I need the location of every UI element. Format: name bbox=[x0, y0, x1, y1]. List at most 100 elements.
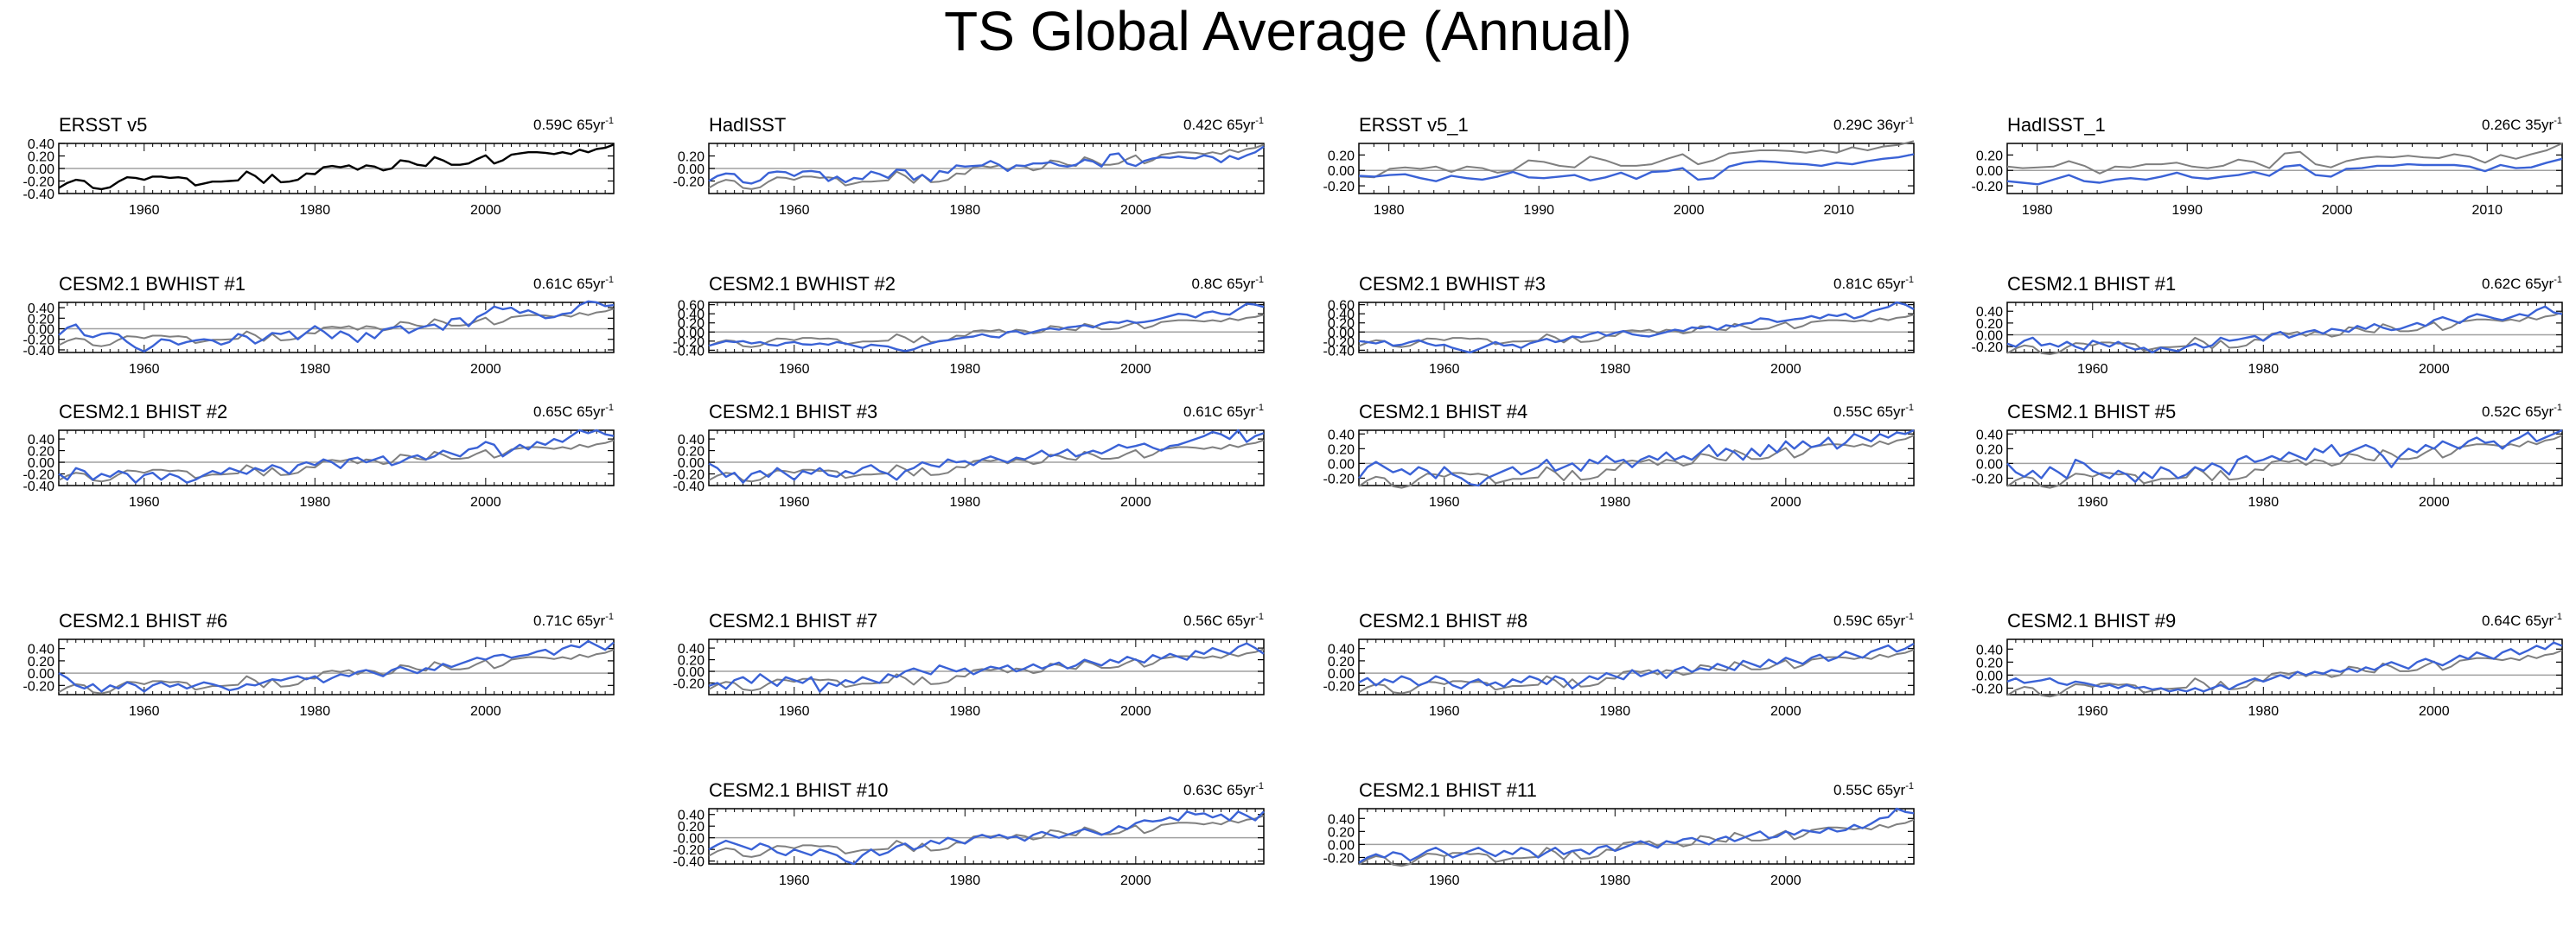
y-tick-label: 0.20 bbox=[678, 654, 705, 669]
x-tick-label: 1980 bbox=[2248, 704, 2280, 719]
series-line-ersst-v5 bbox=[708, 648, 1265, 692]
y-tick-label: -0.20 bbox=[1323, 180, 1355, 194]
y-tick-label: 0.20 bbox=[28, 312, 54, 327]
plot-frame bbox=[58, 302, 615, 353]
y-tick-label: 0.40 bbox=[678, 809, 705, 823]
panel-16: CESM2.1 BHIST #9 0.64C 65yr-1 -0.200.000.2… bbox=[1972, 610, 2563, 719]
x-tick-label: 1980 bbox=[1600, 704, 1631, 719]
y-tick-label: -0.20 bbox=[1323, 679, 1355, 694]
x-tick-label: 1960 bbox=[129, 362, 160, 377]
x-tick-label: 2000 bbox=[470, 704, 501, 719]
panel-title: CESM2.1 BHIST #1 bbox=[2007, 273, 2176, 295]
y-tick-label: -0.40 bbox=[673, 480, 705, 494]
x-tick-label: 2000 bbox=[1770, 873, 1801, 888]
y-tick-label: 0.40 bbox=[1328, 812, 1355, 827]
y-tick-label: 0.00 bbox=[678, 832, 705, 847]
panel-trend-stat: 0.42C 65yr-1 bbox=[1183, 116, 1264, 133]
y-tick-label: 0.40 bbox=[1328, 308, 1355, 322]
y-tick-label: 0.20 bbox=[1976, 656, 2003, 670]
panel-18: CESM2.1 BHIST #11 0.55C 65yr-1-0.200.000.… bbox=[1323, 779, 1915, 888]
series-line-bhist-1 bbox=[2006, 305, 2563, 354]
series-line-bhist-4 bbox=[1358, 429, 1915, 487]
panel-6: CESM2.1 BWHIST #2 0.8C 65yr-1-0.40-0.200.… bbox=[673, 273, 1265, 377]
panel-title: ERSST v5 bbox=[59, 114, 147, 136]
x-tick-label: 1980 bbox=[950, 495, 981, 510]
x-tick-label: 2000 bbox=[1120, 704, 1151, 719]
y-tick-label: 0.00 bbox=[1328, 667, 1355, 682]
y-tick-label: 0.00 bbox=[28, 162, 54, 177]
panel-title: HadISST_1 bbox=[2007, 114, 2106, 136]
x-tick-label: 1980 bbox=[1600, 873, 1631, 888]
x-tick-label: 1980 bbox=[300, 362, 331, 377]
x-tick-label: 1980 bbox=[1600, 495, 1631, 510]
panel-trend-stat: 0.55C 65yr-1 bbox=[1833, 781, 1914, 798]
panel-trend-stat: 0.65C 65yr-1 bbox=[533, 403, 614, 420]
y-tick-label: 0.40 bbox=[1976, 428, 2003, 442]
panel-13: CESM2.1 BHIST #6 0.71C 65yr-1 -0.200.000.2… bbox=[23, 610, 615, 719]
y-tick-label: -0.40 bbox=[23, 344, 55, 359]
y-tick-label: 0.00 bbox=[678, 326, 705, 340]
x-tick-label: 1980 bbox=[950, 704, 981, 719]
y-tick-label: -0.20 bbox=[673, 175, 705, 190]
y-tick-label: 0.20 bbox=[28, 655, 54, 670]
x-tick-label: 1980 bbox=[300, 203, 331, 218]
series-line-bwhist-2 bbox=[708, 302, 1265, 352]
panel-14: CESM2.1 BHIST #7 0.56C 65yr-1 -0.200.000.2… bbox=[673, 610, 1265, 719]
x-tick-label: 1960 bbox=[779, 704, 810, 719]
y-tick-label: 0.00 bbox=[28, 456, 54, 471]
y-tick-label: 0.40 bbox=[1976, 643, 2003, 657]
x-tick-label: 1960 bbox=[129, 203, 160, 218]
y-tick-label: -0.20 bbox=[1323, 472, 1355, 486]
plot-frame bbox=[708, 808, 1265, 865]
figure-title: TS Global Average (Annual) bbox=[944, 0, 1632, 62]
panel-title: CESM2.1 BHIST #11 bbox=[1359, 779, 1537, 801]
panel-title: CESM2.1 BHIST #10 bbox=[709, 779, 888, 801]
x-tick-label: 1980 bbox=[2248, 362, 2280, 377]
panel-title: HadISST bbox=[709, 114, 786, 136]
series-line-ersst-v5 bbox=[58, 439, 615, 483]
series-line-bhist-8 bbox=[1358, 642, 1915, 690]
series-line-ersst-v5 bbox=[708, 439, 1265, 483]
panel-title: CESM2.1 BHIST #5 bbox=[2007, 401, 2176, 422]
panel-12: CESM2.1 BHIST #5 0.52C 65yr-1 -0.200.000.2… bbox=[1972, 401, 2563, 510]
x-tick-label: 1960 bbox=[1429, 362, 1460, 377]
panel-9: CESM2.1 BHIST #2 0.65C 65yr-1-0.40-0.200.… bbox=[23, 401, 615, 510]
x-tick-label: 1990 bbox=[2171, 203, 2203, 218]
x-tick-label: 1960 bbox=[779, 873, 810, 888]
y-tick-label: -0.20 bbox=[1972, 682, 2004, 696]
series-line-ersst-v5 bbox=[1358, 314, 1915, 348]
panel-17: CESM2.1 BHIST #10 0.63C 65yr-1-0.40-0.200… bbox=[673, 779, 1265, 888]
y-tick-label: -0.20 bbox=[23, 679, 55, 694]
plot-frame bbox=[1358, 302, 1915, 353]
series-line-ersst-v5-1 bbox=[1358, 153, 1915, 182]
x-tick-label: 1960 bbox=[779, 203, 810, 218]
plot-frame bbox=[58, 429, 615, 486]
y-tick-label: 0.00 bbox=[1328, 164, 1355, 179]
panel-15: CESM2.1 BHIST #8 0.59C 65yr-1 -0.200.000.2… bbox=[1323, 610, 1915, 719]
panel-trend-stat: 0.8C 65yr-1 bbox=[1192, 275, 1264, 292]
y-tick-label: 0.40 bbox=[678, 642, 705, 657]
plot-frame bbox=[58, 638, 615, 695]
series-line-bhist-10 bbox=[708, 810, 1265, 866]
y-tick-label: 0.00 bbox=[28, 323, 54, 338]
x-tick-label: 1980 bbox=[950, 362, 981, 377]
panel-trend-stat: 0.26C 35yr-1 bbox=[2482, 116, 2562, 133]
y-tick-label: -0.20 bbox=[1972, 180, 2004, 194]
panel-trend-stat: 0.52C 65yr-1 bbox=[2482, 403, 2562, 420]
series-line-ersst-v5 bbox=[58, 308, 615, 347]
series-line-hadisst bbox=[2006, 143, 2563, 175]
x-tick-label: 2000 bbox=[1770, 704, 1801, 719]
y-tick-label: 0.40 bbox=[28, 643, 54, 657]
y-tick-label: -0.40 bbox=[23, 187, 55, 202]
panel-trend-stat: 0.55C 65yr-1 bbox=[1833, 403, 1914, 420]
x-tick-label: 2000 bbox=[2322, 203, 2353, 218]
y-tick-label: 0.40 bbox=[1976, 305, 2003, 320]
panel-trend-stat: 0.59C 65yr-1 bbox=[1833, 612, 1914, 629]
series-line-bwhist-3 bbox=[1358, 301, 1915, 354]
y-tick-label: 0.00 bbox=[678, 665, 705, 680]
y-tick-label: 0.00 bbox=[1328, 838, 1355, 853]
x-tick-label: 1960 bbox=[129, 495, 160, 510]
x-tick-label: 2000 bbox=[1674, 203, 1705, 218]
panel-11: CESM2.1 BHIST #4 0.55C 65yr-1 -0.200.000.2… bbox=[1323, 401, 1915, 510]
